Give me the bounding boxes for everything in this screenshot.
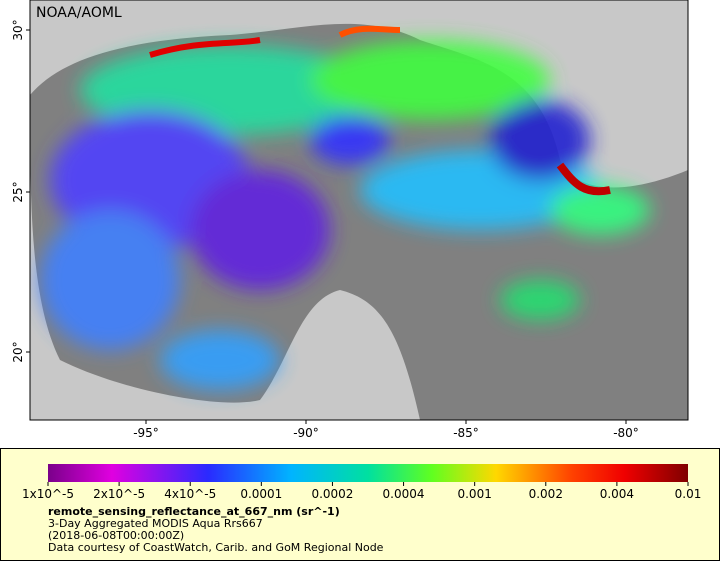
lon-tick-label: -85° (453, 426, 479, 440)
reflectance-field (40, 40, 650, 390)
lon-tick-label: -95° (133, 426, 159, 440)
caption-line: 3-Day Aggregated MODIS Aqua Rrs667 (48, 517, 263, 530)
colorbar-label: 0.0004 (383, 487, 425, 501)
lat-tick-label: 25° (11, 181, 25, 202)
map (30, 0, 688, 420)
caption-line: (2018-06-08T00:00:00Z) (48, 529, 184, 542)
colorbar-label: 2x10^-5 (93, 487, 145, 501)
coastal-high (149, 37, 261, 58)
colorbar-label: 1x10^-5 (22, 487, 74, 501)
colorbar-label: 0.001 (457, 487, 491, 501)
lat-tick-label: 30° (11, 19, 25, 40)
colorbar-label: 4x10^-5 (164, 487, 216, 501)
colorbar-label: 0.004 (600, 487, 634, 501)
lon-tick-label: -90° (293, 426, 319, 440)
colorbar-label: 0.0002 (311, 487, 353, 501)
lon-tick-label: -80° (613, 426, 639, 440)
credit: NOAA/AOML (36, 5, 122, 21)
colorbar-label: 0.0001 (240, 487, 282, 501)
colorbar (48, 464, 688, 482)
variable-name: remote_sensing_reflectance_at_667_nm (sr… (48, 505, 340, 518)
coastal-high (338, 25, 401, 38)
coastal-high (556, 162, 611, 196)
colorbar-label: 0.002 (529, 487, 563, 501)
caption-line: Data courtesy of CoastWatch, Carib. and … (48, 541, 384, 554)
lat-tick-label: 20° (11, 341, 25, 362)
colorbar-label: 0.01 (675, 487, 702, 501)
map-frame (29, 0, 689, 421)
